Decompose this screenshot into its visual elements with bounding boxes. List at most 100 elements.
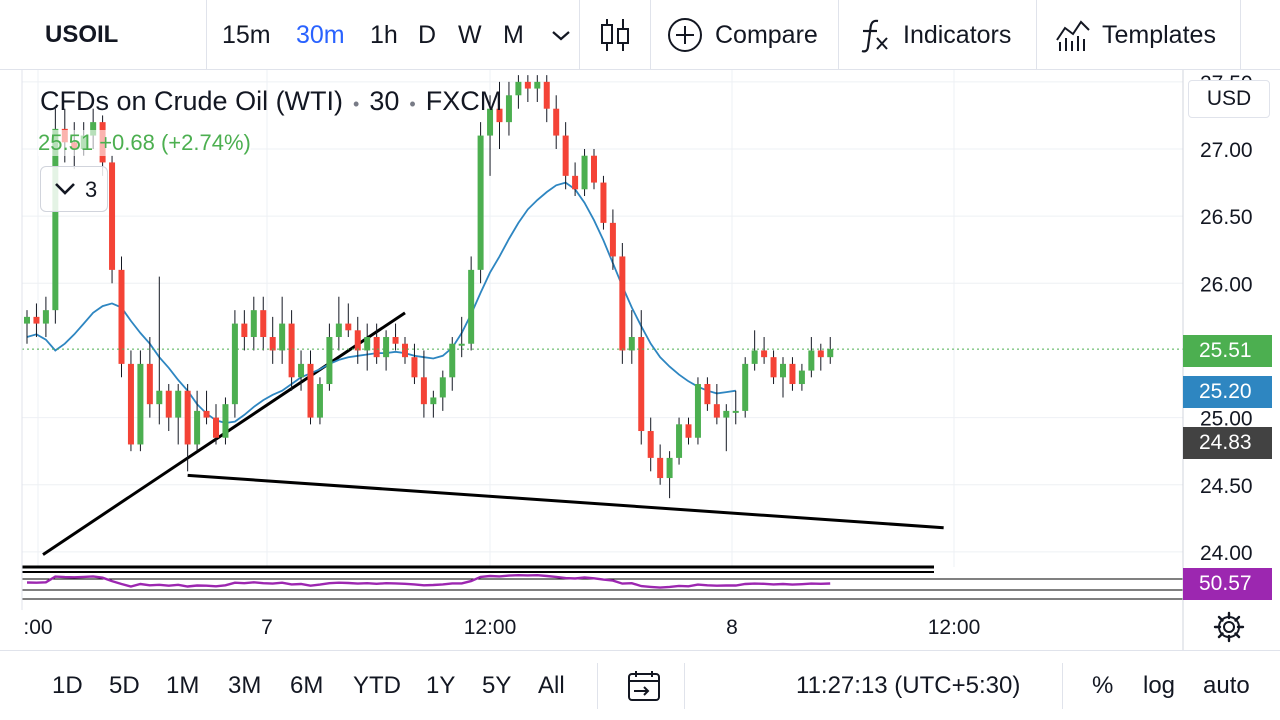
candle: [676, 417, 683, 465]
moving-average: [26, 181, 736, 424]
candle-body: [288, 323, 295, 378]
candle-body: [298, 363, 305, 378]
candle-body: [780, 363, 786, 378]
gear-icon[interactable]: [1212, 610, 1246, 644]
candle: [420, 350, 427, 418]
candle-body: [269, 337, 276, 351]
range-5y[interactable]: 5Y: [482, 672, 512, 699]
range-3m[interactable]: 3M: [228, 672, 262, 699]
plus-circle-icon[interactable]: [666, 16, 704, 54]
indicators-button[interactable]: Indicators: [903, 21, 1012, 49]
range-6m[interactable]: 6M: [290, 672, 324, 699]
candle-body: [184, 390, 191, 445]
candle: [534, 75, 541, 102]
timeframe-30m[interactable]: 30m: [296, 21, 345, 49]
templates-icon[interactable]: [1054, 16, 1092, 54]
range-1m[interactable]: 1M: [166, 672, 200, 699]
candles-icon[interactable]: [596, 16, 634, 54]
candle: [411, 343, 418, 385]
range-all[interactable]: All: [538, 672, 565, 699]
candle: [354, 316, 361, 364]
candle: [600, 175, 607, 230]
candle-body: [241, 323, 248, 338]
currency-button[interactable]: USD: [1188, 80, 1270, 118]
timeframe-1h[interactable]: 1h: [370, 21, 398, 49]
range-1y[interactable]: 1Y: [426, 672, 456, 699]
candle-body: [761, 350, 768, 358]
range-ytd[interactable]: YTD: [353, 672, 401, 699]
indicators-collapse-button[interactable]: 3: [40, 166, 108, 212]
toolbar-divider: [579, 0, 580, 70]
timezone-clock[interactable]: 11:27:13 (UTC+5:30): [796, 672, 1021, 699]
candle: [732, 390, 739, 425]
candle-body: [609, 222, 616, 257]
candle-body: [109, 162, 116, 270]
range-1d[interactable]: 1D: [52, 672, 83, 699]
toolbar-divider: [1036, 0, 1037, 70]
candle: [118, 256, 125, 378]
candle-body: [798, 370, 805, 385]
toolbar-divider: [650, 0, 651, 70]
candle-body: [543, 81, 550, 109]
chevron-down-icon[interactable]: [542, 16, 580, 54]
fx-icon[interactable]: [856, 16, 894, 54]
candle-body: [742, 363, 749, 411]
candle: [685, 417, 692, 445]
candle-body: [808, 350, 815, 371]
candle-body: [770, 357, 777, 378]
candle: [780, 357, 786, 398]
timeframe-m[interactable]: M: [503, 21, 524, 49]
candle-body: [458, 343, 465, 346]
candle: [392, 323, 399, 351]
candle: [156, 276, 163, 425]
legend-price: 25.51 +0.68 (+2.74%): [38, 130, 251, 156]
candle: [430, 390, 437, 418]
candle: [326, 323, 333, 391]
candle-body: [468, 269, 475, 344]
bottom-toolbar: 1D 5D 1M 3M 6M YTD 1Y 5Y All 11:27:13 (U…: [0, 650, 1280, 720]
toolbar-divider: [206, 0, 207, 70]
candle: [487, 95, 494, 176]
candle-body: [685, 424, 692, 438]
candle: [184, 384, 191, 472]
chart-pane[interactable]: 27.5027.0026.5026.0025.0024.5024.00:0071…: [0, 70, 1280, 650]
price-chart[interactable]: 27.5027.0026.5026.0025.0024.5024.00:0071…: [0, 70, 1280, 650]
exchange-label: FXCM: [425, 86, 503, 116]
candle: [591, 149, 597, 190]
candle: [505, 81, 512, 136]
templates-button[interactable]: Templates: [1102, 21, 1216, 49]
candle: [628, 310, 635, 364]
candle-body: [194, 410, 201, 445]
time-tick-label: 7: [261, 616, 273, 639]
candle: [553, 95, 560, 149]
timeframe-w[interactable]: W: [458, 21, 482, 49]
percent-toggle[interactable]: %: [1092, 672, 1114, 699]
candle: [109, 155, 116, 284]
range-5d[interactable]: 5D: [109, 672, 140, 699]
candle-body: [572, 175, 579, 190]
rsi-value-badge: 50.57: [1183, 568, 1272, 600]
candle: [439, 370, 446, 411]
candle: [761, 337, 768, 364]
compare-button[interactable]: Compare: [715, 21, 818, 49]
calendar-goto-icon[interactable]: [626, 669, 662, 703]
candle: [137, 350, 144, 452]
top-toolbar: USOIL 15m 30m 1h D W M Compare Indicator…: [0, 0, 1280, 70]
candle: [288, 310, 295, 391]
auto-toggle[interactable]: auto: [1203, 672, 1250, 699]
candle: [704, 377, 711, 411]
candle: [770, 350, 777, 385]
log-toggle[interactable]: log: [1143, 672, 1176, 699]
candle-body: [713, 404, 720, 418]
candle: [260, 296, 267, 351]
legend-title[interactable]: CFDs on Crude Oil (WTI) • 30 • FXCM: [40, 86, 502, 117]
candle-body: [619, 256, 626, 351]
price-tick-label: 25.00: [1200, 408, 1253, 431]
timeframe-15m[interactable]: 15m: [222, 21, 271, 49]
timeframe-d[interactable]: D: [418, 21, 437, 49]
symbol-button[interactable]: USOIL: [45, 21, 119, 48]
candle-body: [732, 410, 739, 413]
candle-body: [383, 337, 390, 358]
chevron-down-icon: [55, 183, 75, 195]
candle-body: [430, 397, 437, 405]
